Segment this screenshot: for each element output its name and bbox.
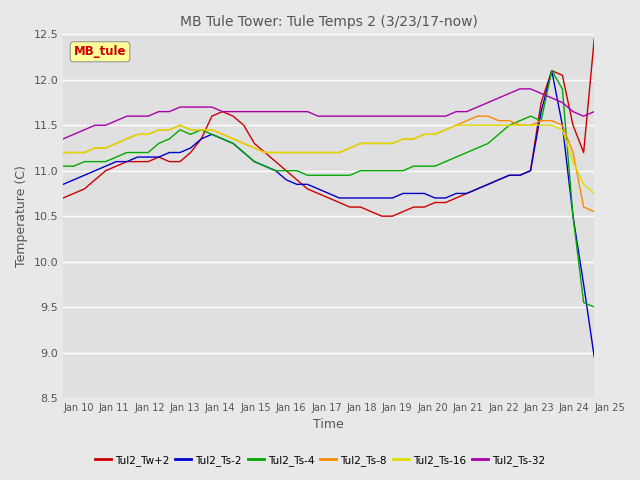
Tul2_Ts-4 [591, 304, 598, 310]
Title: MB Tule Tower: Tule Temps 2 (3/23/17-now): MB Tule Tower: Tule Temps 2 (3/23/17-now… [180, 15, 477, 29]
Tul2_Tw+2 [219, 109, 227, 115]
Tul2_Ts-16 [591, 191, 598, 196]
Tul2_Ts-8 [60, 150, 67, 156]
Tul2_Ts-32 [516, 86, 524, 92]
Tul2_Tw+2 [378, 213, 386, 219]
Line: Tul2_Ts-32: Tul2_Ts-32 [63, 89, 595, 139]
Tul2_Ts-32 [60, 136, 67, 142]
Tul2_Ts-2 [410, 191, 417, 196]
Tul2_Ts-16 [176, 122, 184, 128]
Tul2_Ts-2 [176, 150, 184, 156]
Y-axis label: Temperature (C): Temperature (C) [15, 165, 28, 267]
Tul2_Ts-4 [410, 163, 417, 169]
Tul2_Ts-4 [176, 127, 184, 132]
Tul2_Ts-32 [229, 109, 237, 115]
Tul2_Ts-2 [60, 181, 67, 187]
Tul2_Tw+2 [580, 150, 588, 156]
Tul2_Ts-16 [580, 181, 588, 187]
Tul2_Ts-2 [229, 141, 237, 146]
Tul2_Tw+2 [591, 36, 598, 42]
Tul2_Ts-8 [219, 132, 227, 137]
Tul2_Tw+2 [452, 195, 460, 201]
Tul2_Ts-8 [229, 136, 237, 142]
Tul2_Ts-4 [442, 159, 449, 165]
Tul2_Ts-2 [580, 281, 588, 287]
Tul2_Ts-2 [548, 68, 556, 73]
Tul2_Ts-4 [219, 136, 227, 142]
Tul2_Ts-8 [580, 204, 588, 210]
Tul2_Ts-8 [591, 209, 598, 215]
Line: Tul2_Ts-16: Tul2_Ts-16 [63, 125, 595, 193]
Tul2_Ts-16 [187, 127, 195, 132]
Tul2_Ts-32 [176, 104, 184, 110]
Tul2_Ts-16 [240, 141, 248, 146]
Tul2_Ts-8 [442, 127, 449, 132]
Tul2_Ts-16 [229, 136, 237, 142]
Tul2_Ts-16 [452, 122, 460, 128]
Legend: Tul2_Tw+2, Tul2_Ts-2, Tul2_Ts-4, Tul2_Ts-8, Tul2_Ts-16, Tul2_Ts-32: Tul2_Tw+2, Tul2_Ts-2, Tul2_Ts-4, Tul2_Ts… [91, 451, 549, 470]
Tul2_Tw+2 [420, 204, 428, 210]
Tul2_Tw+2 [176, 159, 184, 165]
Tul2_Ts-32 [580, 113, 588, 119]
Tul2_Ts-32 [442, 113, 449, 119]
Tul2_Ts-4 [60, 163, 67, 169]
Tul2_Ts-4 [548, 68, 556, 73]
Tul2_Tw+2 [229, 113, 237, 119]
Tul2_Ts-2 [219, 136, 227, 142]
Tul2_Ts-32 [410, 113, 417, 119]
Tul2_Ts-8 [474, 113, 481, 119]
Tul2_Ts-4 [229, 141, 237, 146]
Line: Tul2_Ts-8: Tul2_Ts-8 [63, 116, 595, 212]
Tul2_Ts-8 [410, 136, 417, 142]
Tul2_Ts-8 [176, 122, 184, 128]
Tul2_Ts-4 [580, 300, 588, 305]
Tul2_Ts-32 [591, 109, 598, 115]
Tul2_Ts-16 [60, 150, 67, 156]
Text: MB_tule: MB_tule [74, 45, 126, 58]
Tul2_Ts-2 [591, 354, 598, 360]
Tul2_Ts-16 [420, 132, 428, 137]
Tul2_Tw+2 [60, 195, 67, 201]
Line: Tul2_Ts-2: Tul2_Ts-2 [63, 71, 595, 357]
X-axis label: Time: Time [314, 419, 344, 432]
Tul2_Ts-2 [442, 195, 449, 201]
Tul2_Ts-32 [219, 109, 227, 115]
Line: Tul2_Tw+2: Tul2_Tw+2 [63, 39, 595, 216]
Line: Tul2_Ts-4: Tul2_Ts-4 [63, 71, 595, 307]
